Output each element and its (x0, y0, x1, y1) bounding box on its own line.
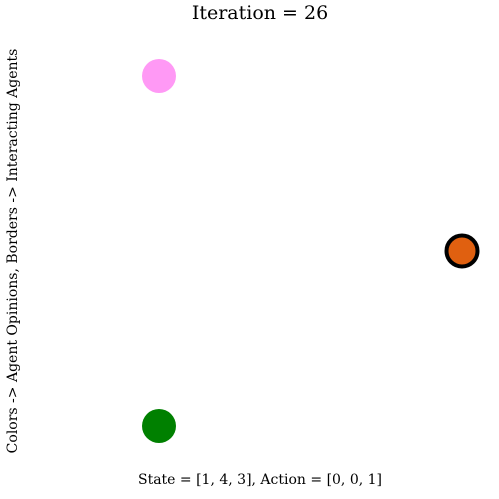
agent-point-2 (444, 233, 480, 269)
chart-title: Iteration = 26 (191, 2, 329, 24)
x-axis-label: State = [1, 4, 3], Action = [0, 0, 1] (137, 472, 383, 488)
agent-point-3 (142, 409, 176, 443)
agent-point-1 (142, 59, 176, 93)
